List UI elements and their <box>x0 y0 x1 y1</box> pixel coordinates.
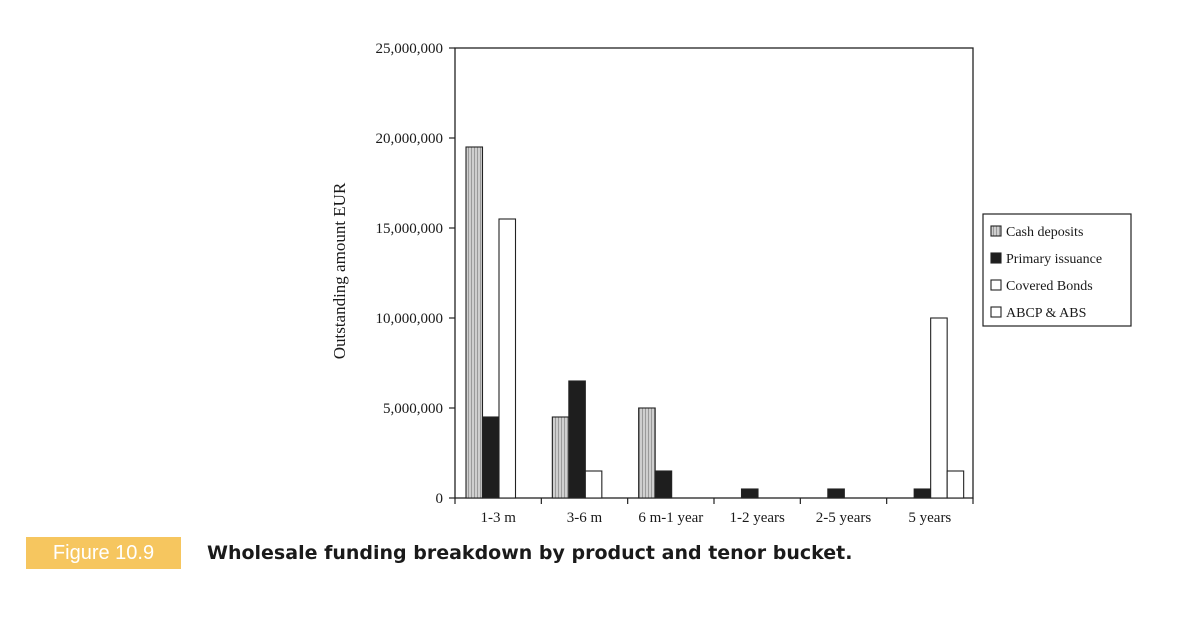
x-tick-label: 1-3 m <box>480 510 516 526</box>
bar-primary-issuance <box>827 488 845 499</box>
y-axis-label: Outstanding amount EUR <box>330 182 349 359</box>
x-tick-label: 1-2 years <box>729 510 785 526</box>
legend-label: ABCP & ABS <box>1006 306 1086 321</box>
legend-label: Covered Bonds <box>1006 279 1093 294</box>
x-tick-label: 2-5 years <box>816 510 872 526</box>
y-tick-label: 10,000,000 <box>376 311 444 327</box>
x-tick-label: 6 m-1 year <box>638 510 703 526</box>
figure-caption: Wholesale funding breakdown by product a… <box>207 542 853 564</box>
bar-primary-issuance <box>481 416 500 499</box>
y-tick-label: 15,000,000 <box>376 221 444 237</box>
x-tick-label: 5 years <box>908 510 951 526</box>
y-tick-label: 5,000,000 <box>383 401 443 417</box>
legend-label: Primary issuance <box>1006 252 1102 267</box>
bar-covered-bonds <box>930 317 948 499</box>
y-tick-label: 0 <box>436 491 444 507</box>
bar-primary-issuance <box>740 488 759 499</box>
bar-primary-issuance <box>568 380 586 499</box>
x-tick-label: 3-6 m <box>567 510 603 526</box>
bar-cash-deposits <box>638 407 656 499</box>
bar-covered-bonds <box>584 470 603 499</box>
x-axis: 1-3 m 3-6 m 6 m-1 year 1-2 years 2-5 years 5 … <box>454 498 974 526</box>
y-tick-label: 20,000,000 <box>376 131 444 147</box>
y-tick-label: 25,000,000 <box>376 41 444 57</box>
legend-swatch <box>990 306 1002 318</box>
bar-primary-issuance <box>654 470 673 499</box>
y-axis: 0 5,000,000 10,000,000 15,000,000 20,000,000… <box>376 41 455 507</box>
plot-frame <box>454 47 974 499</box>
bar-cash-deposits <box>465 146 484 499</box>
plot-area-border <box>454 47 974 499</box>
legend-swatch <box>990 252 1002 264</box>
legend-swatch <box>990 225 1002 237</box>
bar-cash-deposits <box>551 416 570 499</box>
legend: Cash deposits Primary issuance Covered Bon… <box>982 213 1132 327</box>
figure-label: Figure 10.9 <box>26 537 181 569</box>
bar-series-group <box>465 146 965 499</box>
bar-covered-bonds <box>498 218 517 499</box>
legend-swatch <box>990 279 1002 291</box>
bar-primary-issuance <box>913 488 932 499</box>
legend-label: Cash deposits <box>1006 225 1083 240</box>
bar-abcp-abs <box>946 470 965 499</box>
legend-box <box>982 213 1132 327</box>
